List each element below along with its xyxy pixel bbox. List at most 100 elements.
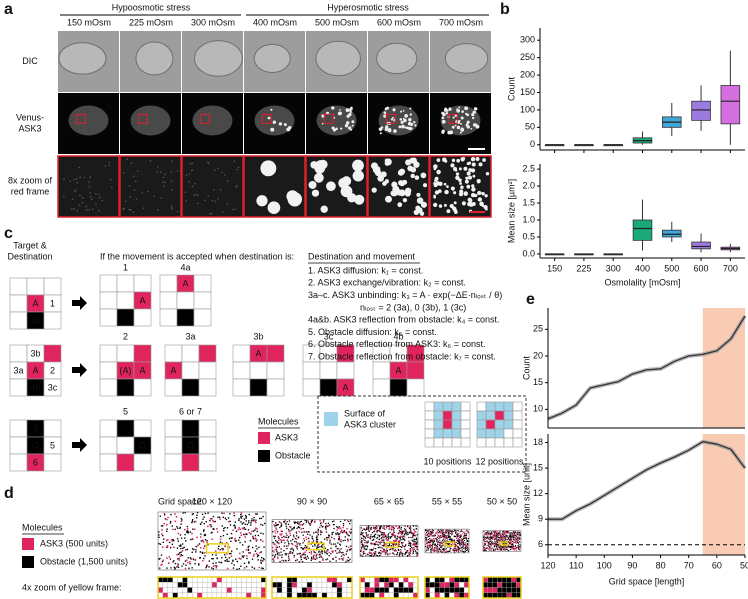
obstacle-dot <box>245 524 246 525</box>
cell-label: O <box>32 440 39 450</box>
obstacle-dot <box>305 554 306 555</box>
ask3-dot <box>412 547 413 548</box>
obstacle-dot <box>180 548 181 549</box>
obstacle-dot <box>468 551 469 552</box>
zoom-cell <box>379 588 384 593</box>
ask3-dot <box>373 526 374 527</box>
obstacle-dot <box>244 541 245 542</box>
condensate <box>469 199 472 202</box>
obstacle-dot <box>451 540 452 541</box>
condensate <box>398 180 404 186</box>
ask3-dot <box>441 537 442 538</box>
ask3-dot <box>243 528 244 529</box>
obstacle-dot <box>504 538 505 539</box>
obstacle-dot <box>184 512 185 513</box>
condensate <box>314 173 324 183</box>
condensate <box>399 189 406 196</box>
ask3-dot <box>404 526 405 527</box>
ask3-dot <box>467 531 468 532</box>
zoom-cell <box>307 588 312 593</box>
ask3-dot <box>392 535 393 536</box>
obstacle-dot <box>509 542 510 543</box>
obstacle-dot <box>341 558 342 559</box>
obstacle-dot <box>218 561 219 562</box>
ask3-dot <box>185 568 186 569</box>
ask3-dot <box>491 533 492 534</box>
obstacle-dot <box>249 514 250 515</box>
speckle <box>73 208 75 210</box>
obstacle-dot <box>277 542 278 543</box>
obstacle-dot <box>178 567 179 568</box>
obstacle-dot <box>240 514 241 515</box>
obstacle-dot <box>325 526 326 527</box>
obstacle-dot <box>385 536 386 537</box>
zoom-cell <box>241 582 246 587</box>
obstacle-dot <box>224 560 225 561</box>
obstacle-dot <box>448 530 449 531</box>
obstacle-dot <box>294 521 295 522</box>
ask3-dot <box>483 547 484 548</box>
obstacle-dot <box>278 524 279 525</box>
obstacle-dot <box>518 548 519 549</box>
ask3-dot <box>299 561 300 562</box>
obstacle-dot <box>289 551 290 552</box>
obstacle-dot <box>207 513 208 514</box>
legend-swatch <box>324 412 338 426</box>
obstacle-dot <box>485 537 486 538</box>
speckle <box>156 171 158 173</box>
zoom-cell <box>277 593 282 598</box>
ask3-dot <box>444 539 445 540</box>
zoom-cell <box>307 582 312 587</box>
granule <box>471 113 474 116</box>
ask3-dot <box>514 548 515 549</box>
ask3-dot <box>343 527 344 528</box>
ask3-dot <box>313 551 314 552</box>
obstacle-dot <box>236 569 237 570</box>
ask3-dot <box>379 529 380 530</box>
obstacle-dot <box>288 536 289 537</box>
obstacle-dot <box>326 537 327 538</box>
granule <box>460 128 464 132</box>
obstacle-dot <box>510 549 511 550</box>
obstacle-dot <box>189 563 190 564</box>
zoom-cell <box>246 593 251 598</box>
x-tick-label: 600 <box>694 263 709 273</box>
x-axis-label: Grid space [length] <box>609 576 685 586</box>
obstacle-dot <box>328 523 329 524</box>
obstacle-dot <box>494 536 495 537</box>
obstacle-dot <box>303 523 304 524</box>
ask3-dot <box>437 533 438 534</box>
ask3-dot <box>347 520 348 521</box>
ask3-dot <box>319 520 320 521</box>
cell-label: 3a <box>13 365 23 375</box>
obstacle-dot <box>294 541 295 542</box>
grid-cell <box>182 454 199 471</box>
ask3-dot <box>298 553 299 554</box>
ask3-dot <box>241 535 242 536</box>
condensate <box>454 201 457 204</box>
obstacle-dot <box>447 547 448 548</box>
obstacle-dot <box>438 550 439 551</box>
obstacle-dot <box>328 534 329 535</box>
obstacle-dot <box>416 537 417 538</box>
ask3-dot <box>515 537 516 538</box>
zoom-cell <box>440 582 445 587</box>
obstacle-dot <box>413 535 414 536</box>
ask3-dot <box>461 530 462 531</box>
ask3-dot <box>504 548 505 549</box>
obstacle-dot <box>229 513 230 514</box>
rule-text: 4a&b. ASK3 reflection from obstacle: k₄ … <box>308 315 500 325</box>
granule <box>441 131 444 134</box>
obstacle-dot <box>344 540 345 541</box>
zoom-cell <box>394 582 399 587</box>
obstacle-dot <box>440 529 441 530</box>
obstacle-dot <box>459 544 460 545</box>
ask3-dot <box>453 548 454 549</box>
ask3-dot <box>311 553 312 554</box>
ask3-dot <box>179 558 180 559</box>
obstacle-dot <box>502 533 503 534</box>
obstacle-dot <box>317 539 318 540</box>
zoom-cell <box>337 577 342 582</box>
obstacle-dot <box>321 545 322 546</box>
speckle <box>92 208 94 210</box>
